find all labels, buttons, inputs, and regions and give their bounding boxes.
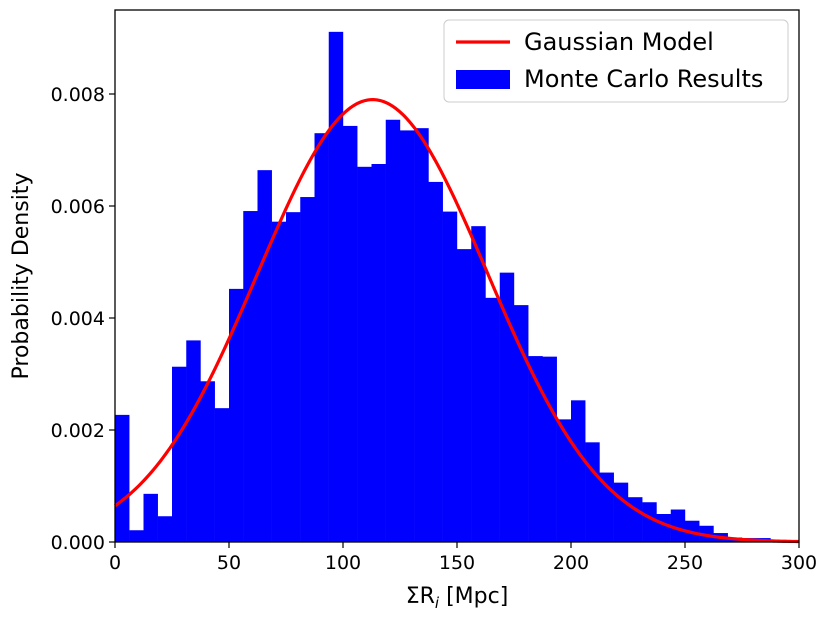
- histogram-bar: [214, 408, 230, 542]
- x-tick-label: 50: [217, 552, 241, 574]
- legend-gaussian-label: Gaussian Model: [524, 28, 714, 56]
- histogram-bar: [143, 493, 158, 542]
- y-tick-label: 0.004: [51, 308, 105, 330]
- legend-monte-carlo-label: Monte Carlo Results: [524, 65, 763, 93]
- histogram-bar: [457, 249, 472, 542]
- histogram-bar: [585, 442, 600, 542]
- legend: Gaussian Model Monte Carlo Results: [443, 19, 789, 103]
- y-axis-label: Probability Density: [9, 173, 34, 380]
- histogram-bar: [200, 381, 215, 542]
- gaussian-model-line: [114, 98, 800, 544]
- histogram-bar: [115, 414, 130, 542]
- histogram-bars: [115, 31, 800, 543]
- histogram-bar: [343, 125, 358, 543]
- histogram-bar: [442, 211, 458, 542]
- x-axis-label: ΣRi [Mpc]: [406, 584, 509, 612]
- y-tick-label: 0.006: [51, 196, 105, 218]
- histogram-bar: [485, 297, 500, 542]
- histogram-bar: [613, 482, 629, 542]
- histogram-bar: [571, 400, 586, 542]
- legend-monte-carlo-swatch: [456, 70, 510, 89]
- histogram-bar: [471, 226, 486, 542]
- x-tick-label: 150: [439, 552, 475, 574]
- histogram-bar: [229, 288, 244, 542]
- histogram-bar: [528, 356, 543, 542]
- histogram-bar: [400, 130, 415, 542]
- histogram-bar: [414, 128, 429, 542]
- histogram-bar: [499, 272, 515, 542]
- y-tick-label: 0.002: [51, 420, 105, 442]
- histogram-bar: [157, 516, 173, 542]
- histogram-bar: [656, 514, 671, 542]
- y-axis-ticks: 0.000 0.002 0.004 0.006 0.008: [51, 84, 115, 554]
- x-axis-label-subscript: i: [435, 594, 440, 612]
- histogram-bar: [271, 221, 287, 542]
- histogram-bar: [514, 305, 529, 542]
- histogram-bar: [328, 31, 344, 543]
- histogram-bar: [385, 119, 401, 542]
- x-axis-ticks: 0 50 100 150 200 250 300: [109, 542, 817, 574]
- histogram-bar: [642, 502, 657, 542]
- histogram-bar: [542, 356, 557, 542]
- histogram-bar: [357, 166, 372, 543]
- histogram-bar: [670, 509, 686, 542]
- histogram-bar: [428, 181, 443, 543]
- y-tick-label: 0.008: [51, 84, 105, 106]
- histogram-bar: [371, 164, 386, 542]
- histogram-bar: [186, 340, 201, 542]
- histogram-bar: [314, 133, 329, 542]
- histogram-bar: [300, 197, 315, 543]
- x-axis-label-unit: [Mpc]: [439, 584, 508, 609]
- histogram-bar: [243, 211, 258, 543]
- x-tick-label: 100: [325, 552, 361, 574]
- x-tick-label: 200: [553, 552, 589, 574]
- histogram-bar: [286, 212, 301, 542]
- histogram-bar: [257, 170, 272, 542]
- x-tick-label: 300: [781, 552, 817, 574]
- y-tick-label: 0.000: [51, 532, 105, 554]
- x-tick-label: 0: [109, 552, 121, 574]
- histogram-bar: [556, 419, 572, 542]
- histogram-bar: [172, 366, 187, 542]
- x-tick-label: 250: [667, 552, 703, 574]
- histogram-bar: [129, 530, 144, 542]
- legend-box: [443, 19, 789, 103]
